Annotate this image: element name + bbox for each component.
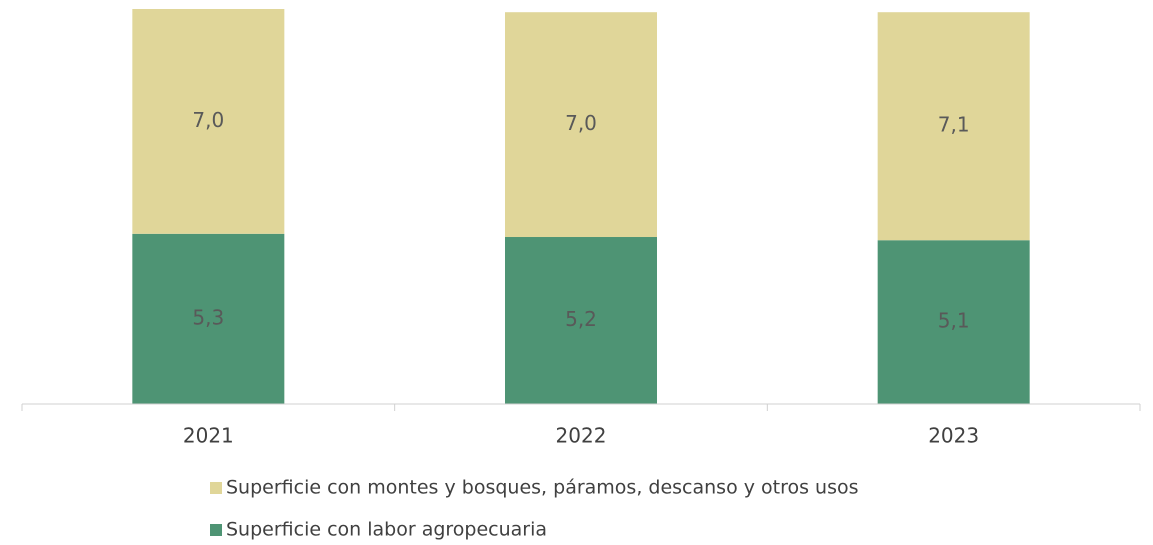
data-label: 7,0 [565,111,597,135]
data-label: 7,1 [938,113,970,137]
bar-segment [132,9,285,234]
legend-label: Superficie con labor agropecuaria [226,519,547,541]
x-tick-label: 2022 [556,424,607,448]
legend-label: Superficie con montes y bosques, páramos… [226,477,859,499]
bar-segment [505,237,657,404]
data-label: 7,0 [192,108,224,132]
bar-segment [505,12,657,238]
bar-segment [132,233,285,404]
legend-swatch [210,482,222,494]
legend-swatch [210,524,222,536]
data-label: 5,3 [192,305,224,329]
x-tick-label: 2023 [928,424,979,448]
x-tick-label: 2021 [183,424,234,448]
bar-segment [877,240,1030,404]
data-label: 5,1 [938,309,970,333]
data-label: 5,2 [565,307,597,331]
bar-segment [877,12,1030,241]
